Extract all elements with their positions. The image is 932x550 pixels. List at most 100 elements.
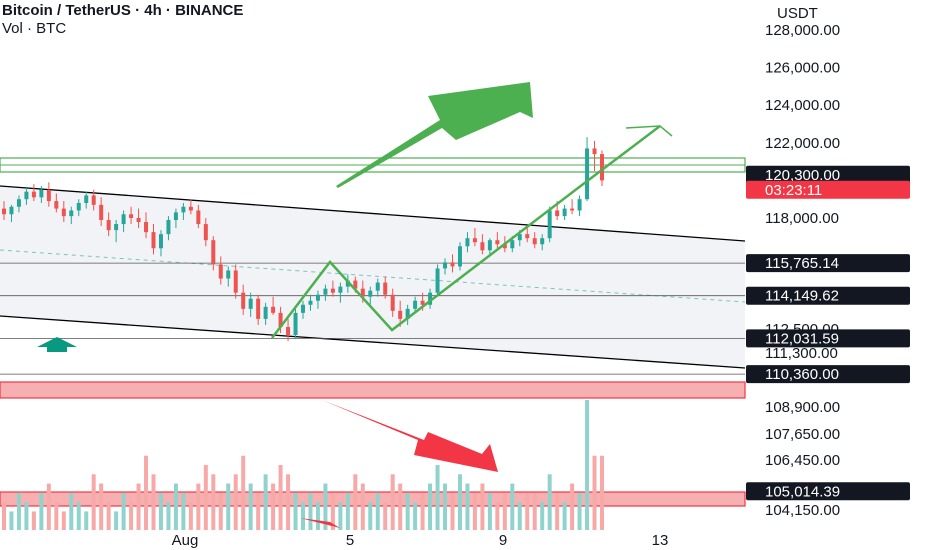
candle-body: [540, 238, 545, 245]
price-tick-label: 104,150.00: [765, 502, 840, 519]
volume-bar: [398, 483, 403, 530]
candle-body: [525, 234, 530, 239]
channel-upper-line: [0, 185, 746, 242]
chart-title: Bitcoin / TetherUS · 4h · BINANCE: [2, 2, 244, 19]
candle-body: [99, 204, 104, 221]
volume-bar: [338, 502, 343, 530]
candle-body: [487, 240, 492, 251]
volume-bar: [360, 483, 365, 530]
candle-body: [480, 242, 485, 251]
volume-bar: [158, 492, 163, 530]
price-tag-bg: [746, 165, 910, 184]
currency-label: USDT: [777, 5, 818, 22]
candle-body: [9, 206, 14, 215]
candle-body: [301, 304, 305, 313]
volume-bar: [16, 492, 21, 530]
candle-body: [510, 240, 515, 249]
volume-bar: [91, 474, 96, 530]
candle-body: [39, 189, 44, 198]
plot-area: [0, 82, 746, 530]
volume-bar: [241, 455, 246, 530]
volume-bar: [510, 483, 515, 530]
candle-body: [502, 244, 507, 249]
volume-bar: [457, 474, 462, 530]
volume-bar: [136, 483, 141, 530]
candle-body: [286, 326, 291, 335]
candle-body: [308, 300, 313, 305]
candle-body: [413, 300, 418, 309]
time-axis: Aug 5 9 13: [172, 532, 669, 549]
candle-body: [495, 240, 500, 245]
volume-bar: [2, 502, 6, 530]
candle-body: [16, 199, 21, 207]
volume-bar: [121, 492, 126, 530]
price-tag-label: 114,149.62: [765, 288, 839, 305]
volume-bar: [368, 502, 373, 530]
volume-bar: [555, 492, 560, 530]
volume-bar: [472, 492, 477, 530]
candle-body: [405, 308, 410, 319]
candle-body: [226, 270, 231, 279]
candle-body: [278, 312, 283, 327]
volume-bar: [76, 502, 81, 530]
volume-bar: [233, 474, 238, 530]
projection-path: [271, 125, 661, 339]
volume-bar: [443, 483, 448, 530]
candle-body: [54, 201, 59, 209]
volume-bar: [495, 502, 500, 530]
volume-bar: [39, 492, 44, 530]
candle-body: [24, 191, 29, 200]
candle-body: [375, 282, 380, 291]
red-zone-lower: [0, 491, 746, 507]
red-small-arrow: [300, 518, 340, 528]
candle-body: [46, 189, 51, 202]
volume-bar: [413, 502, 418, 530]
price-tick-label: 128,000.00: [765, 22, 840, 39]
channel-lower-line: [0, 315, 746, 369]
price-tag-label: 105,014.39: [765, 483, 840, 500]
candle-body: [31, 191, 36, 198]
volume-bar: [345, 492, 350, 530]
candle-body: [151, 232, 156, 249]
volume-bar: [46, 483, 51, 530]
volume-bar: [547, 474, 552, 530]
candle-body: [173, 212, 178, 221]
price-tag-label: 03:23:11: [765, 182, 822, 199]
volume-bar: [532, 492, 537, 530]
candle-body: [293, 312, 298, 335]
time-tick-label: 9: [499, 532, 507, 549]
volume-bar: [173, 483, 178, 530]
red-down-arrow: [322, 400, 498, 472]
candle-body: [428, 292, 433, 305]
volume-bar: [31, 511, 36, 530]
volume-bar: [84, 511, 89, 530]
volume-bar: [517, 502, 522, 530]
candle-body: [465, 238, 470, 247]
volume-bar: [69, 492, 74, 530]
volume-bar: [375, 492, 380, 530]
price-tag-bg: [746, 254, 910, 273]
candle-body: [158, 234, 163, 249]
price-tag-bg: [746, 180, 910, 199]
volume-bar: [450, 492, 455, 530]
volume-bar: [390, 474, 395, 530]
price-tag-bg: [746, 329, 910, 348]
volume-bar: [428, 483, 433, 530]
volume-bar: [487, 492, 492, 530]
price-tag-label: 120,300.00: [765, 167, 840, 184]
candle-body: [585, 148, 590, 200]
channel-fill: [0, 186, 745, 368]
volume-bar: [600, 455, 604, 530]
candle-body: [472, 238, 477, 243]
candle-body: [121, 214, 126, 225]
candle-body: [435, 268, 440, 293]
candle-body: [390, 294, 395, 311]
price-tag-label: 110,360.00: [765, 366, 839, 383]
volume-bar: [577, 492, 582, 530]
candle-body: [241, 292, 246, 309]
candle-body: [106, 220, 111, 231]
candle-body: [457, 246, 462, 267]
volume-bar: [129, 502, 134, 530]
red-zone-upper: [0, 381, 746, 399]
